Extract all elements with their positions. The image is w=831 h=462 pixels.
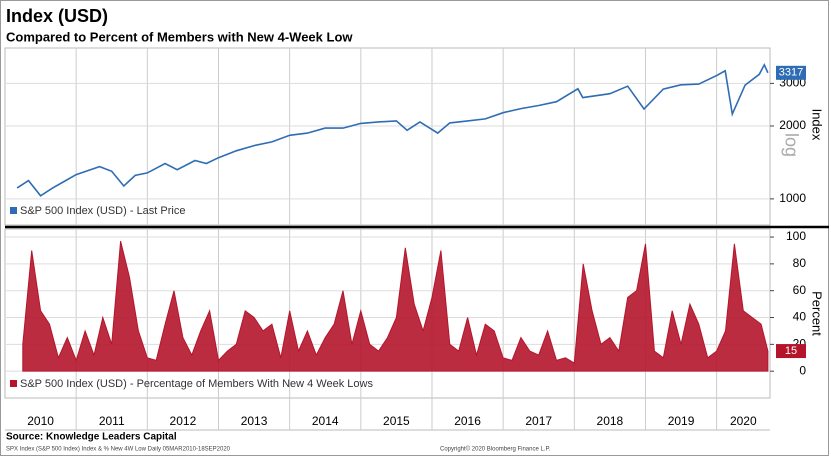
y-tick-label: 40 (793, 310, 807, 324)
x-tick-label: 2015 (383, 414, 410, 428)
copyright: Copyright© 2020 Bloomberg Finance L.P. (440, 446, 551, 453)
source: Source: Knowledge Leaders Capital (6, 432, 177, 443)
scale-label: log (781, 133, 801, 157)
last-value-box (776, 344, 806, 359)
x-tick-label: 2016 (454, 414, 481, 428)
y-tick-label: 1000 (779, 191, 806, 205)
area (22, 240, 769, 372)
x-tick-label: 2018 (597, 414, 624, 428)
y-tick-label: 80 (793, 256, 807, 270)
x-tick-label: 2012 (170, 414, 197, 428)
x-tick-label: 2019 (668, 414, 695, 428)
y-tick-label: 60 (793, 283, 807, 297)
chart-subtitle: Compared to Percent of Members with New … (6, 29, 353, 44)
legend-swatch (10, 207, 17, 214)
last-value-label: 15 (785, 345, 797, 357)
x-tick-label: 2020 (730, 414, 757, 428)
legend-label: S&P 500 Index (USD) - Percentage of Memb… (20, 378, 373, 390)
x-tick-label: 2017 (525, 414, 552, 428)
footer: SPX Index (S&P 500 Index) Index & % New … (6, 447, 231, 453)
x-tick-label: 2014 (312, 414, 339, 428)
chart-title: Index (USD) (6, 6, 108, 26)
x-tick-label: 2013 (241, 414, 268, 428)
legend-label: S&P 500 Index (USD) - Last Price (20, 205, 185, 217)
y-tick-label: 2000 (779, 118, 806, 132)
legend-swatch (10, 380, 17, 387)
line (16, 62, 769, 197)
last-value-label: 3317 (779, 67, 803, 79)
last-value-box (776, 65, 806, 80)
lower-panel (4, 228, 771, 399)
y-axis-label: Index (810, 109, 825, 141)
y-axis-label: Percent (810, 291, 825, 336)
upper-panel (4, 47, 771, 226)
y-tick-label: 100 (786, 229, 806, 243)
x-tick-label: 2010 (27, 414, 54, 428)
y-tick-label: 0 (799, 363, 806, 377)
x-tick-label: 2011 (99, 414, 125, 428)
